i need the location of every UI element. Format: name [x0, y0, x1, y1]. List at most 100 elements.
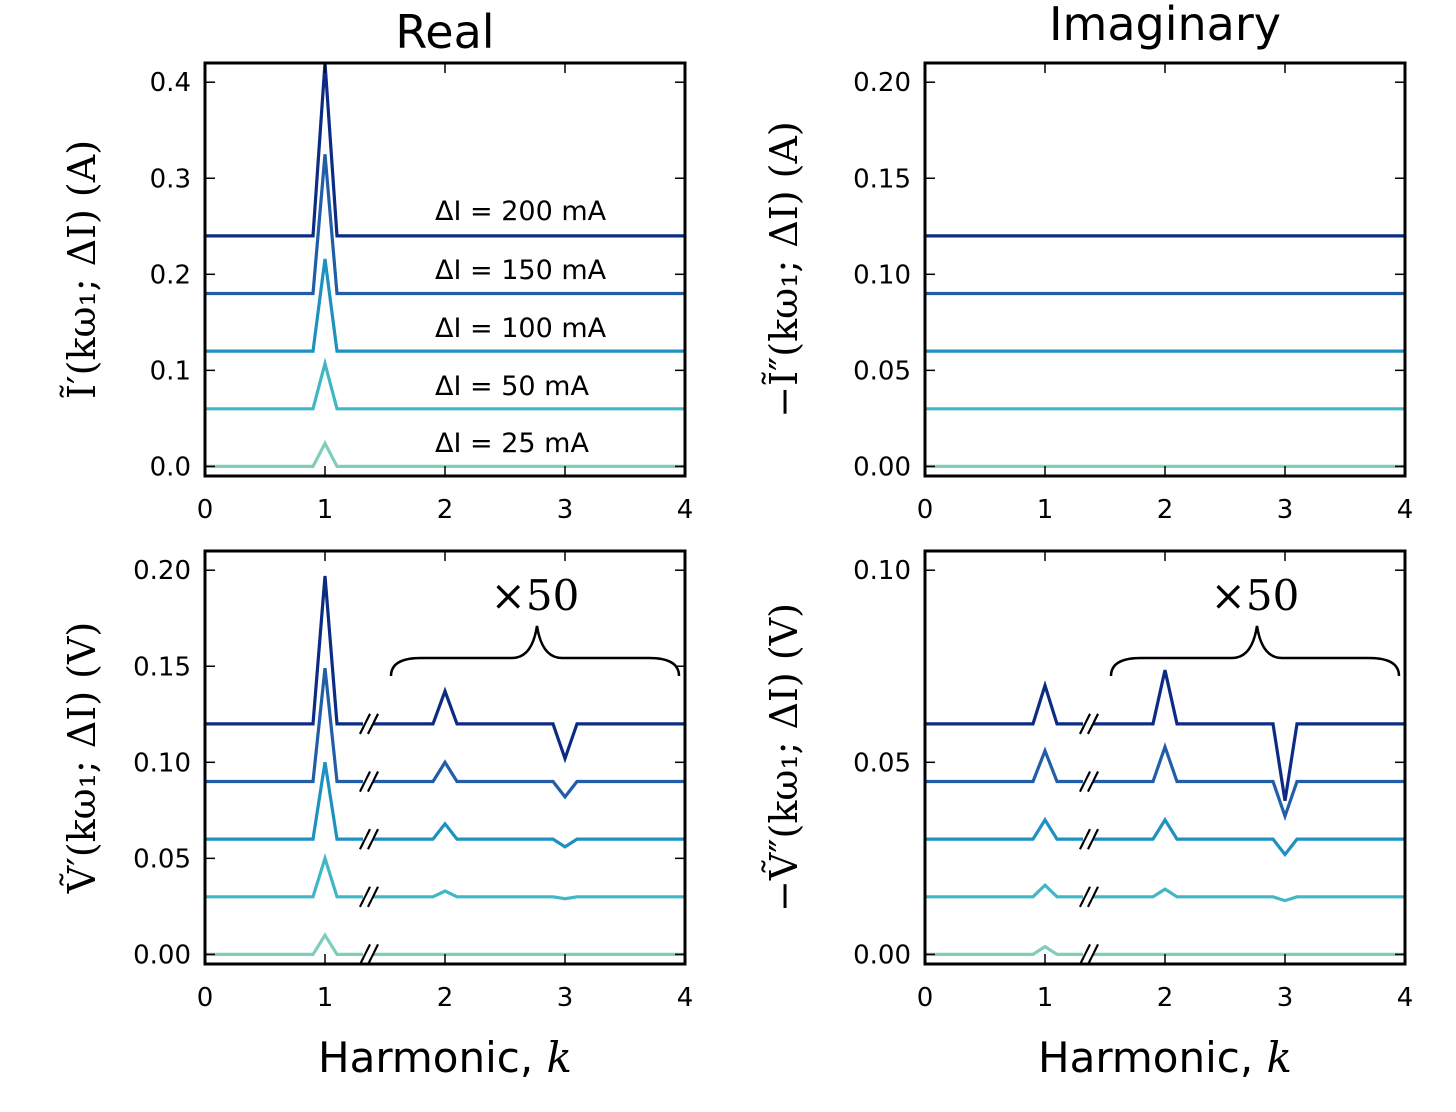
- break-slash: [1087, 713, 1099, 735]
- scale-annotation: ×50: [1211, 571, 1300, 620]
- x-tick-label: 1: [317, 983, 334, 1013]
- x-tick-label: 0: [197, 495, 214, 525]
- y-tick-label: 0.00: [133, 940, 191, 970]
- break-slash: [359, 713, 371, 735]
- y-axis-label: Ṽ′(kω₁; ΔI) (V): [60, 622, 104, 894]
- axes-frame: [923, 61, 1407, 478]
- y-tick-label: 0.4: [150, 68, 191, 98]
- y-tick-label: 0.05: [133, 844, 191, 874]
- x-tick-label: 4: [677, 495, 694, 525]
- series-line-i-150-ma: [205, 154, 685, 296]
- break-slash: [367, 713, 379, 735]
- x-axis-label-left: Harmonic, k: [318, 1033, 572, 1082]
- column-title-imaginary: Imaginary: [1049, 0, 1281, 51]
- break-gap: [1083, 950, 1093, 959]
- axis-break-mark: [1079, 828, 1099, 850]
- break-slash: [359, 771, 371, 792]
- series-line-i-50-ma: [205, 357, 685, 411]
- break-gap: [1083, 719, 1093, 728]
- y-tick-label: 0.10: [853, 260, 911, 290]
- break-slash: [1087, 943, 1099, 965]
- break-gap: [363, 835, 373, 844]
- x-tick-label: 0: [917, 983, 934, 1013]
- break-slash: [367, 943, 379, 965]
- series-line-i-150-ma: [205, 668, 685, 800]
- break-slash: [359, 828, 371, 850]
- axis-break-mark: [1079, 943, 1099, 965]
- y-tick-label: 0.05: [853, 748, 911, 778]
- panel-real-voltage: 0 1 2 3 4 0.00 0.05 0.10 0.15 0.20 Ṽ′(kω₁; ΔI) (V)…: [60, 549, 694, 1013]
- panel-imaginary-current: 0 1 2 3 4 0.00 0.05 0.10 0.15 0.20 −Ĩ″(kω₁; ΔI) (A…: [762, 61, 1414, 525]
- y-axis-label: −Ṽ″(kω₁; ΔI) (V): [762, 603, 806, 912]
- series-label-i-200-ma: ΔI = 200 mA: [435, 196, 607, 227]
- axis-break-mark: [1079, 713, 1099, 735]
- series-label-i-25-ma: ΔI = 25 mA: [435, 428, 589, 459]
- x-tick-label: 0: [197, 983, 214, 1013]
- column-title-real: Real: [395, 5, 494, 59]
- break-gap: [1083, 892, 1093, 901]
- series-label-i-100-ma: ΔI = 100 mA: [435, 313, 607, 344]
- series-label-i-150-ma: ΔI = 150 mA: [435, 255, 607, 286]
- axis-break-mark: [359, 771, 379, 792]
- x-tick-label: 2: [1157, 983, 1174, 1013]
- x-tick-label: 2: [437, 495, 454, 525]
- x-tick-label: 2: [1157, 495, 1174, 525]
- break-gap: [1083, 835, 1093, 844]
- y-tick-label: 0.15: [853, 164, 911, 194]
- break-gap: [363, 719, 373, 728]
- series-line-i-100-ma: [205, 762, 685, 849]
- break-slash: [1087, 828, 1099, 850]
- y-tick-label: 0.20: [133, 556, 191, 586]
- break-slash: [1087, 886, 1099, 908]
- x-tick-label: 2: [437, 983, 454, 1013]
- break-slash: [1079, 943, 1091, 965]
- axis-break-mark: [359, 713, 379, 735]
- series-line-i-150-ma: [925, 742, 1405, 821]
- x-tick-label: 4: [677, 983, 694, 1013]
- scale-brace: [1109, 625, 1401, 677]
- axis-break-mark: [359, 943, 379, 965]
- y-axis-label: Ĩ′(kω₁; ΔI) (A): [60, 140, 104, 399]
- x-tick-label: 3: [1277, 495, 1294, 525]
- y-tick-label: 0.05: [853, 356, 911, 386]
- x-tick-label: 0: [917, 495, 934, 525]
- x-axis-label-right: Harmonic, k: [1038, 1033, 1292, 1082]
- break-slash: [1079, 713, 1091, 735]
- x-tick-label: 1: [1037, 983, 1054, 1013]
- break-slash: [359, 886, 371, 908]
- series-label-i-50-ma: ΔI = 50 mA: [435, 371, 589, 402]
- break-slash: [367, 828, 379, 850]
- break-slash: [367, 771, 379, 792]
- x-tick-label: 4: [1397, 983, 1414, 1013]
- axis-break-mark: [359, 886, 379, 908]
- break-gap: [363, 892, 373, 901]
- break-slash: [359, 943, 371, 965]
- break-slash: [1079, 771, 1091, 792]
- break-slash: [1079, 886, 1091, 908]
- axes-frame: [203, 549, 687, 966]
- panel-imaginary-voltage: 0 1 2 3 4 0.00 0.05 0.10 −Ṽ″(kω₁; ΔI) (V) ×50: [762, 549, 1414, 1013]
- axis-break-mark: [1079, 886, 1099, 908]
- break-slash: [1079, 828, 1091, 850]
- series-line-i-25-ma: [205, 932, 685, 957]
- break-gap: [363, 950, 373, 959]
- x-tick-label: 3: [557, 495, 574, 525]
- y-tick-label: 0.15: [133, 652, 191, 682]
- x-tick-label: 1: [317, 495, 334, 525]
- y-tick-label: 0.3: [150, 164, 191, 194]
- series-line-i-100-ma: [925, 816, 1405, 858]
- series-line-i-200-ma: [205, 575, 685, 764]
- scale-annotation: ×50: [491, 571, 580, 620]
- y-tick-label: 0.2: [150, 260, 191, 290]
- axes-frame: [923, 549, 1407, 966]
- series-line-i-200-ma: [925, 669, 1405, 801]
- x-tick-label: 3: [1277, 983, 1294, 1013]
- y-tick-label: 0.10: [853, 556, 911, 586]
- x-tick-label: 4: [1397, 495, 1414, 525]
- break-gap: [1083, 777, 1093, 786]
- series-line-i-25-ma: [205, 439, 685, 468]
- axis-break-mark: [359, 828, 379, 850]
- scale-brace: [389, 625, 681, 677]
- series-line-i-50-ma: [205, 852, 685, 901]
- axis-break-mark: [1079, 771, 1099, 792]
